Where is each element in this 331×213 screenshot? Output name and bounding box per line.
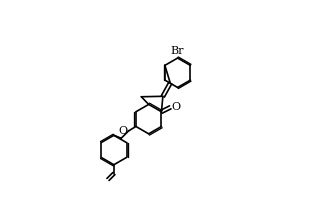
- Text: O: O: [118, 126, 127, 136]
- Text: Br: Br: [171, 46, 184, 56]
- Text: O: O: [171, 102, 180, 112]
